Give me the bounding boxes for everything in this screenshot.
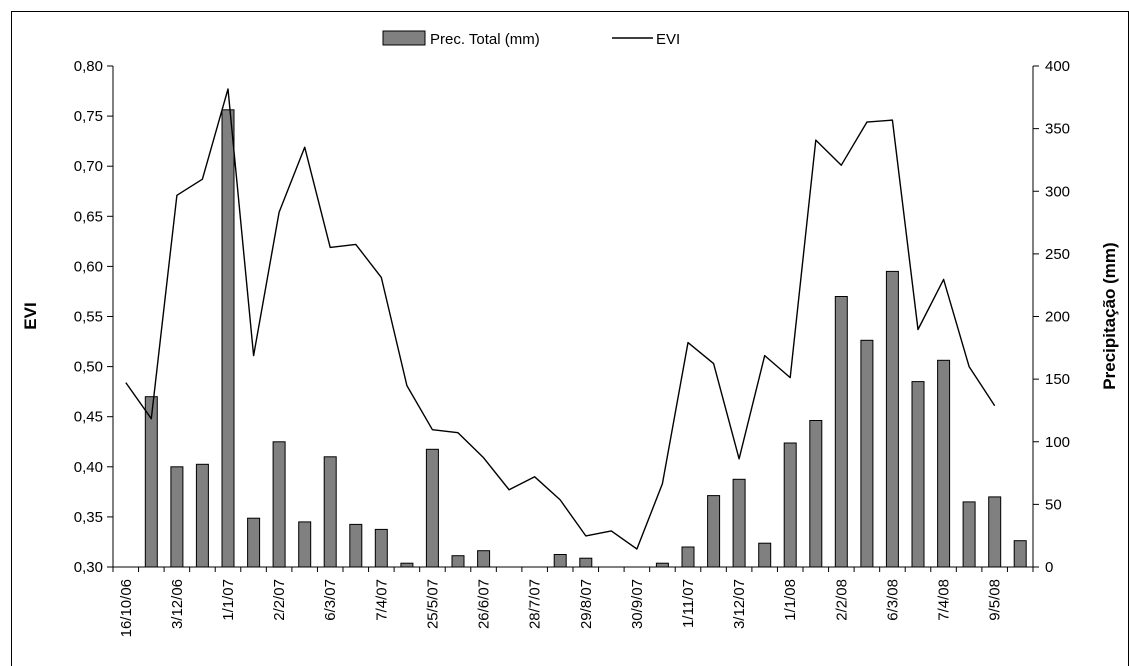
precip-bar — [758, 542, 772, 568]
x-tick-label: 7/4/07 — [373, 579, 390, 621]
x-tick-label: 30/9/07 — [629, 579, 646, 629]
precip-bar — [681, 546, 695, 568]
precip-bar — [732, 478, 746, 568]
evi-line-group — [125, 88, 996, 550]
y-right-tick-label: 400 — [1045, 58, 1070, 75]
x-tick-label: 3/12/06 — [169, 579, 186, 629]
precip-bar — [885, 270, 899, 568]
legend-bar-label: Prec. Total (mm) — [430, 31, 540, 48]
precip-bar — [195, 463, 209, 568]
evi-line — [125, 88, 996, 550]
legend-line-label: EVI — [656, 31, 680, 48]
precip-bar — [809, 420, 823, 568]
y-right-tick-label: 0 — [1045, 559, 1053, 576]
y-left-tick-label: 0,50 — [74, 359, 103, 376]
precip-bar — [477, 550, 491, 568]
y-left-tick-label: 0,55 — [74, 309, 103, 326]
y-left-tick-label: 0,80 — [74, 58, 103, 75]
x-tick-label: 7/4/08 — [936, 579, 953, 621]
x-tick-label: 25/5/07 — [424, 579, 441, 629]
x-tick-label: 6/3/07 — [322, 579, 339, 621]
x-tick-label: 2/2/07 — [271, 579, 288, 621]
x-tick-label: 9/5/08 — [987, 579, 1004, 621]
precip-bar — [1013, 540, 1027, 568]
y-left-tick-label: 0,35 — [74, 509, 103, 526]
precip-bar — [911, 381, 925, 568]
y-right-tick-label: 300 — [1045, 183, 1070, 200]
precip-bar — [374, 528, 388, 568]
x-tick-label: 3/12/07 — [731, 579, 748, 629]
precip-bar — [272, 441, 286, 568]
x-ticks: 16/10/06 3/12/06 1/1/07 2/2/07 6/3/07 7/4/07 2… — [112, 567, 1034, 637]
precip-bar — [323, 456, 337, 568]
y-left-tick-label: 0,75 — [74, 108, 103, 125]
y-left-ticks: 0,30 0,35 0,40 0,45 0,50 0,55 0,60 0,65 0,70 0,75… — [74, 58, 113, 576]
precip-bar — [144, 396, 158, 568]
y-left-tick-label: 0,70 — [74, 158, 103, 175]
precip-bar — [988, 496, 1002, 568]
y-right-axis-title: Precipitação (mm) — [1100, 242, 1119, 389]
y-right-tick-label: 250 — [1045, 246, 1070, 263]
y-left-tick-label: 0,60 — [74, 258, 103, 275]
y-right-tick-label: 200 — [1045, 309, 1070, 326]
y-left-tick-label: 0,30 — [74, 559, 103, 576]
precip-bar — [707, 495, 721, 568]
precip-bar — [247, 517, 261, 568]
y-left-axis-title: EVI — [21, 302, 40, 329]
precip-bar — [834, 296, 848, 568]
legend: Prec. Total (mm) EVI — [382, 30, 680, 48]
bars-group — [144, 109, 1027, 568]
y-right-tick-label: 150 — [1045, 371, 1070, 388]
x-tick-label: 1/11/07 — [680, 579, 697, 628]
precip-bar — [425, 448, 439, 568]
x-tick-label: 2/2/08 — [833, 579, 850, 621]
precip-bar — [170, 466, 184, 568]
y-left-tick-label: 0,40 — [74, 459, 103, 476]
precip-bar — [349, 523, 363, 568]
y-left-tick-label: 0,45 — [74, 409, 103, 426]
precip-bar — [298, 521, 312, 568]
precip-bar — [579, 557, 593, 568]
y-right-tick-label: 350 — [1045, 121, 1070, 138]
precip-bar — [553, 554, 567, 568]
legend-bar-swatch — [382, 30, 426, 46]
y-right-tick-label: 50 — [1045, 496, 1062, 513]
x-tick-label: 29/8/07 — [578, 579, 595, 629]
x-tick-label: 16/10/06 — [118, 579, 135, 637]
precip-bar — [860, 339, 874, 568]
y-right-ticks: 0 50 100 150 200 250 300 350 400 — [1033, 58, 1070, 576]
y-left-tick-label: 0,65 — [74, 208, 103, 225]
x-tick-label: 1/1/07 — [220, 579, 237, 621]
precip-bar — [655, 562, 669, 568]
precip-bar — [783, 442, 797, 568]
x-tick-label: 6/3/08 — [884, 579, 901, 621]
precip-bar — [962, 501, 976, 568]
x-tick-label: 28/7/07 — [527, 579, 544, 629]
precip-bar — [400, 562, 414, 568]
precip-bar — [221, 109, 235, 568]
precip-bar — [937, 359, 951, 568]
x-tick-label: 1/1/08 — [782, 579, 799, 621]
x-tick-label: 26/6/07 — [476, 579, 493, 629]
y-right-tick-label: 100 — [1045, 434, 1070, 451]
precip-bar — [451, 555, 465, 568]
